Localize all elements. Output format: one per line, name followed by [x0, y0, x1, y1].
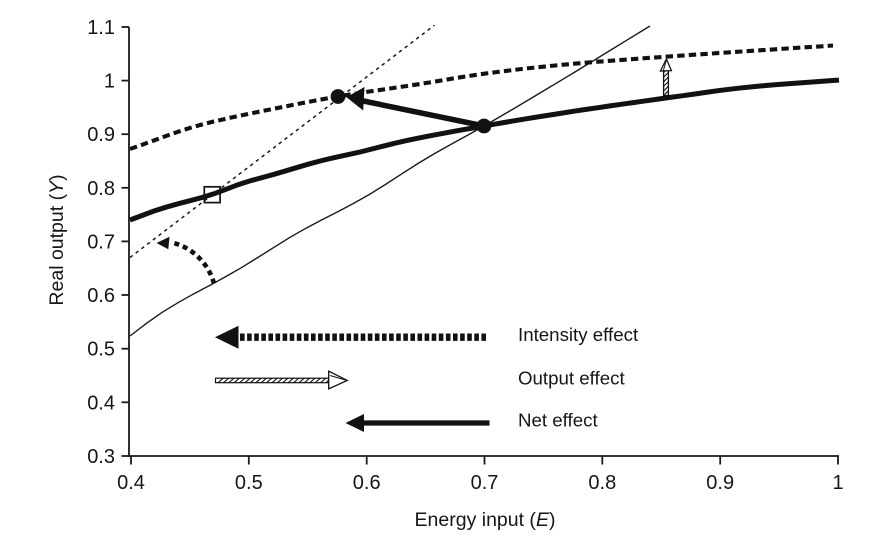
svg-text:0.7: 0.7: [471, 472, 499, 494]
svg-text:Intensity effect: Intensity effect: [518, 324, 639, 345]
svg-text:1: 1: [832, 472, 843, 494]
svg-text:1: 1: [104, 71, 115, 93]
svg-text:0.6: 0.6: [353, 472, 381, 494]
svg-text:Net effect: Net effect: [518, 409, 598, 430]
svg-text:0.8: 0.8: [87, 178, 115, 200]
svg-text:Real output (Y): Real output (Y): [46, 174, 68, 305]
svg-text:0.7: 0.7: [87, 231, 115, 253]
svg-text:0.4: 0.4: [117, 472, 145, 494]
svg-text:0.5: 0.5: [87, 339, 115, 361]
svg-text:0.5: 0.5: [235, 472, 263, 494]
svg-text:0.8: 0.8: [588, 472, 616, 494]
svg-text:Output effect: Output effect: [518, 368, 625, 389]
svg-text:0.6: 0.6: [87, 285, 115, 307]
svg-text:1.1: 1.1: [87, 17, 115, 39]
svg-text:0.9: 0.9: [87, 124, 115, 146]
svg-text:0.3: 0.3: [87, 446, 115, 468]
svg-text:Energy input (E): Energy input (E): [415, 509, 556, 531]
svg-text:0.4: 0.4: [87, 392, 115, 414]
svg-text:0.9: 0.9: [706, 472, 734, 494]
